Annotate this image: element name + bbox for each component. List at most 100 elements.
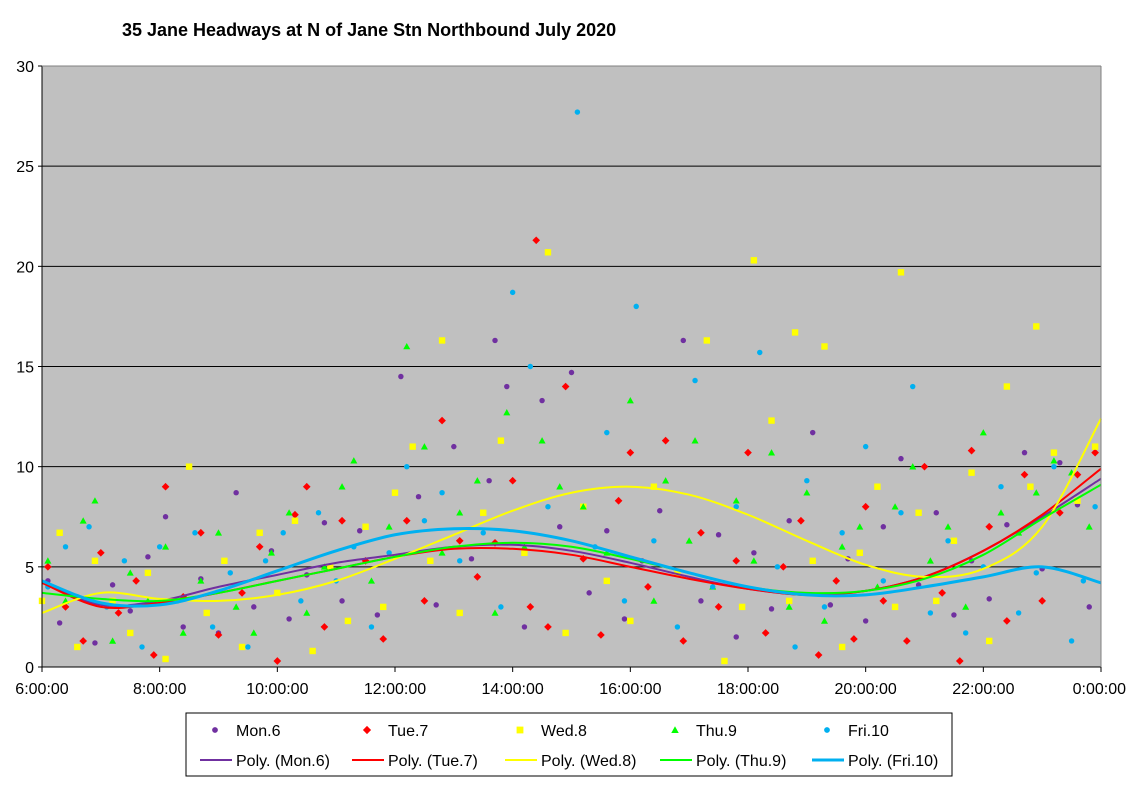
data-point: [291, 517, 299, 524]
data-point: [121, 558, 128, 564]
data-point: [827, 602, 834, 608]
data-point: [86, 524, 92, 530]
data-point: [1092, 504, 1098, 510]
data-point: [456, 509, 464, 516]
data-point: [109, 637, 117, 644]
data-point: [557, 524, 563, 530]
data-point: [192, 530, 198, 536]
data-point: [657, 508, 663, 514]
data-point: [791, 329, 799, 336]
data-point: [298, 598, 304, 604]
data-point: [480, 509, 487, 516]
data-point: [492, 337, 498, 344]
data-point: [203, 609, 210, 617]
data-point: [144, 569, 152, 577]
data-point: [650, 597, 658, 604]
legend-box: [185, 712, 953, 777]
data-point: [544, 623, 552, 631]
legend-label: Fri.10: [848, 723, 889, 740]
data-point: [898, 455, 904, 462]
data-point: [497, 437, 505, 444]
data-point: [433, 602, 439, 608]
data-point: [814, 651, 823, 659]
legend-label: Tue.7: [388, 723, 428, 740]
data-point: [438, 416, 446, 425]
data-point: [56, 529, 63, 536]
data-point: [862, 443, 869, 450]
data-point: [933, 597, 940, 605]
data-point: [232, 603, 240, 610]
data-point: [744, 448, 752, 457]
data-point: [255, 542, 264, 551]
data-point: [156, 544, 163, 550]
data-point: [1050, 449, 1058, 456]
data-point: [1091, 443, 1099, 450]
data-point: [539, 397, 545, 404]
data-point: [149, 651, 158, 659]
legend-marker-mon-6: [212, 727, 218, 733]
data-point: [750, 257, 758, 264]
data-point: [838, 543, 846, 550]
x-tick-label: 12:00:00: [364, 681, 426, 698]
data-point: [162, 655, 169, 663]
data-point: [309, 647, 316, 655]
data-point: [320, 563, 328, 570]
data-point: [562, 629, 569, 637]
series-wed-8: [38, 249, 1099, 665]
data-point: [286, 616, 292, 622]
data-point: [926, 557, 934, 564]
data-point: [233, 489, 239, 496]
data-point: [491, 609, 499, 616]
data-point: [214, 631, 223, 639]
data-point: [1032, 489, 1040, 496]
data-point: [109, 582, 116, 588]
data-point: [898, 510, 904, 516]
data-point: [944, 523, 952, 530]
data-point: [503, 409, 511, 416]
data-point: [185, 463, 193, 470]
data-point: [968, 469, 975, 476]
data-point: [91, 557, 99, 565]
data-point: [1055, 508, 1064, 517]
data-point: [409, 443, 416, 450]
legend-label: Thu.9: [696, 723, 737, 740]
data-point: [621, 598, 628, 604]
data-point: [903, 637, 911, 645]
data-point: [303, 609, 311, 616]
data-point: [509, 289, 516, 296]
data-point: [521, 624, 528, 630]
legend-marker-thu-9: [671, 726, 679, 733]
data-point: [245, 644, 251, 650]
legend-label: Wed.8: [541, 723, 587, 740]
data-point: [145, 554, 151, 560]
data-point: [761, 629, 770, 637]
data-point: [839, 530, 845, 536]
data-point: [420, 597, 429, 605]
data-point: [579, 503, 587, 510]
data-point: [538, 437, 546, 444]
data-point: [427, 557, 434, 565]
data-point: [368, 624, 375, 630]
data-point: [910, 383, 916, 390]
data-point: [986, 637, 993, 645]
data-point: [691, 437, 699, 444]
data-point: [291, 510, 299, 519]
y-tick-label: 25: [16, 159, 34, 176]
legend-marker-wed-8: [516, 726, 524, 734]
data-point: [1080, 578, 1087, 584]
data-point: [404, 463, 410, 470]
data-point: [403, 342, 411, 350]
data-point: [180, 624, 186, 630]
data-point: [797, 516, 805, 525]
legend-label: Poly. (Fri.10): [848, 753, 938, 770]
data-point: [380, 603, 387, 611]
data-point: [532, 236, 541, 245]
data-point: [891, 603, 899, 611]
y-tick-label: 15: [16, 360, 34, 377]
y-tick-label: 5: [25, 560, 34, 577]
data-point: [1038, 597, 1047, 605]
data-point: [74, 643, 81, 651]
data-point: [998, 483, 1004, 490]
data-point: [821, 604, 828, 610]
data-point: [451, 443, 457, 450]
